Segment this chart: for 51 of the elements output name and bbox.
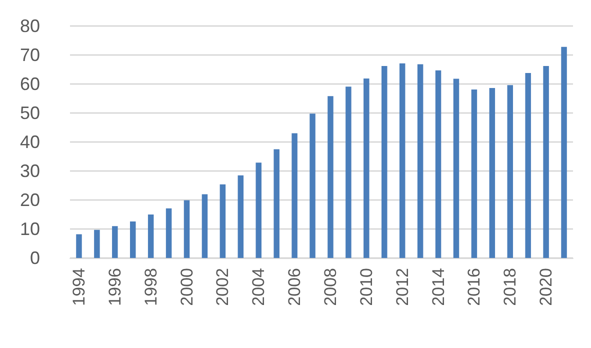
y-tick-label: 10 <box>20 219 40 239</box>
x-tick-label: 2012 <box>392 268 412 306</box>
bar <box>130 221 136 258</box>
x-tick-label: 2014 <box>428 268 448 306</box>
bar <box>417 64 424 258</box>
x-tick-label: 2006 <box>285 268 304 306</box>
bar <box>543 66 549 258</box>
bar <box>435 70 442 258</box>
bar <box>561 46 567 258</box>
y-tick-label: 80 <box>20 16 40 36</box>
x-tick-label: 2002 <box>213 268 232 306</box>
x-tick-label: 2018 <box>500 268 520 306</box>
bar <box>184 200 190 258</box>
x-tick-label: 1996 <box>105 268 124 306</box>
bar <box>525 72 531 258</box>
bar <box>274 149 280 258</box>
bar <box>382 66 388 258</box>
bar <box>148 214 154 258</box>
x-tick-label: 2004 <box>249 268 268 306</box>
bar <box>256 162 262 258</box>
x-tick-label: 2016 <box>464 268 484 306</box>
y-tick-label: 40 <box>20 132 40 152</box>
bar <box>507 85 513 258</box>
bar <box>202 194 208 258</box>
bar <box>346 86 352 258</box>
x-tick-label: 2020 <box>536 268 556 306</box>
x-tick-label: 2000 <box>177 268 196 306</box>
y-tick-label: 60 <box>20 74 40 94</box>
y-tick-label: 0 <box>30 248 40 268</box>
bar <box>364 78 370 258</box>
bar <box>471 90 478 258</box>
bar <box>220 184 226 258</box>
x-tick-label: 2008 <box>320 268 340 306</box>
bar <box>166 208 172 258</box>
y-tick-label: 30 <box>20 161 40 181</box>
bar <box>489 88 496 258</box>
bar <box>76 234 82 258</box>
bar <box>453 78 460 258</box>
bar <box>94 230 100 258</box>
bar <box>399 63 406 258</box>
bar <box>112 226 118 258</box>
x-tick-label: 1998 <box>141 268 160 306</box>
y-tick-label: 50 <box>20 103 40 123</box>
x-tick-label: 1994 <box>69 268 88 306</box>
y-tick-label: 70 <box>20 45 40 65</box>
bar <box>328 96 334 258</box>
x-tick-label: 2010 <box>356 268 376 306</box>
bar <box>292 133 298 258</box>
y-tick-label: 20 <box>20 190 40 210</box>
bar <box>310 114 316 258</box>
bar <box>238 175 244 258</box>
